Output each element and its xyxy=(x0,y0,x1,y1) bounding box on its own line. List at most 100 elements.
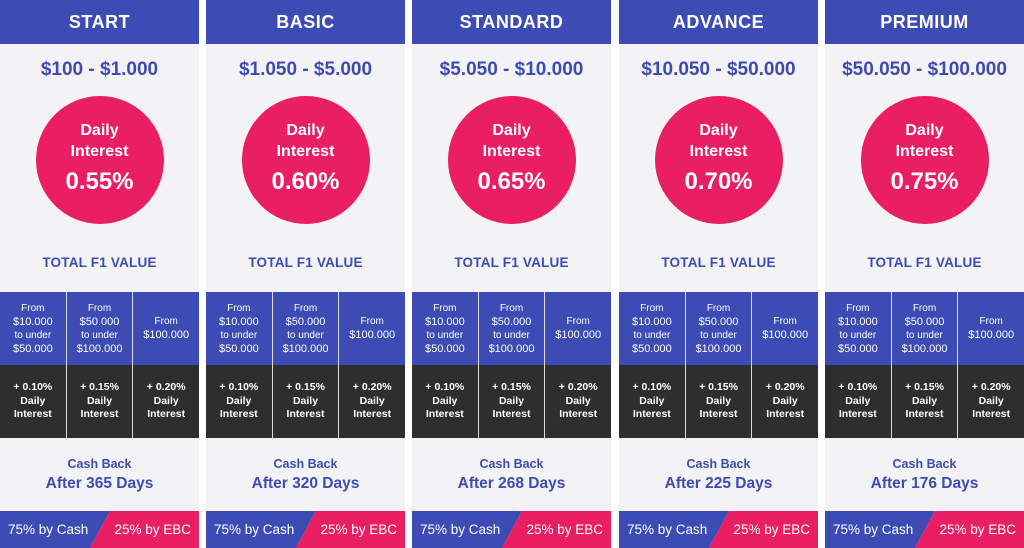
daily-label: Daily xyxy=(80,122,119,139)
tier-to-under-label: to under xyxy=(287,329,324,341)
bonus-daily-label: Daily xyxy=(639,394,665,407)
tier-to-under-label: to under xyxy=(839,329,877,341)
cash-back-period: After 365 Days xyxy=(45,475,154,492)
payout-split-bar: 75% by Cash 25% by EBC xyxy=(0,511,199,548)
f1-tier-cell: From $10.000 to under $50.000 xyxy=(412,292,478,365)
tier-amount-max: $100.000 xyxy=(488,342,535,355)
f1-bonus-cell: + 0.10% Daily Interest xyxy=(619,365,685,438)
bonus-rate: + 0.10% xyxy=(13,381,53,394)
tier-from-label: From xyxy=(87,302,112,314)
tier-amount-max: $50.000 xyxy=(218,342,259,355)
f1-bonus-cell: + 0.10% Daily Interest xyxy=(0,365,66,438)
cash-back-info: Cash Back After 365 Days xyxy=(0,438,199,513)
bonus-daily-label: Daily xyxy=(911,394,938,407)
f1-tier-cell: From $100.000 xyxy=(751,292,818,365)
f1-bonus-cell: + 0.20% Daily Interest xyxy=(132,365,199,438)
tier-from-label: From xyxy=(154,316,178,327)
interest-label: Interest xyxy=(895,143,954,160)
cash-split-label: 75% by Cash xyxy=(214,522,295,537)
payout-split-bar: 75% by Cash 25% by EBC xyxy=(825,511,1024,548)
bonus-interest-label: Interest xyxy=(219,408,258,421)
f1-bonus-cell: + 0.15% Daily Interest xyxy=(477,365,545,438)
bonus-rate: + 0.10% xyxy=(425,381,465,394)
f1-tier-row: From $10.000 to under $50.000 From $50.0… xyxy=(619,292,818,365)
tier-from-label: From xyxy=(227,302,251,314)
bonus-daily-label: Daily xyxy=(86,394,113,407)
plan-price-range: $5.050 - $10.000 xyxy=(439,59,584,80)
payout-split-bar: 75% by Cash 25% by EBC xyxy=(619,511,818,548)
daily-label: Daily xyxy=(286,122,325,139)
bonus-daily-label: Daily xyxy=(226,394,252,407)
tier-to-under-label: to under xyxy=(493,329,530,341)
payout-split-shape xyxy=(619,511,818,548)
bonus-rate: + 0.15% xyxy=(80,381,119,394)
plan-title: STANDARD xyxy=(412,0,611,44)
bonus-interest-label: Interest xyxy=(80,408,119,421)
daily-interest-badge: Daily Interest 0.65% xyxy=(447,96,576,224)
tier-to-under-label: to under xyxy=(633,329,671,341)
interest-label: Interest xyxy=(70,143,129,160)
f1-tier-cell: From $50.000 to under $100.000 xyxy=(271,292,339,365)
bonus-interest-label: Interest xyxy=(699,408,738,421)
cash-split-label: 75% by Cash xyxy=(8,522,89,537)
f1-tier-row: From $10.000 to under $50.000 From $50.0… xyxy=(206,292,405,365)
f1-bonus-cell: + 0.10% Daily Interest xyxy=(412,365,478,438)
f1-tier-row: From $10.000 to under $50.000 From $50.0… xyxy=(412,292,611,365)
tier-amount-min: $100.000 xyxy=(968,329,1015,341)
bonus-daily-label: Daily xyxy=(20,394,46,407)
plan-card-premium: PREMIUM $50.050 - $100.000 Daily Interes… xyxy=(825,0,1024,548)
plan-price-range: $10.050 - $50.000 xyxy=(641,59,796,80)
bonus-interest-label: Interest xyxy=(353,408,392,421)
bonus-rate: + 0.20% xyxy=(146,381,186,394)
tier-to-under-label: to under xyxy=(81,329,118,341)
cash-back-label: Cash Back xyxy=(686,457,751,471)
bonus-interest-label: Interest xyxy=(838,408,877,421)
f1-bonus-cell: + 0.10% Daily Interest xyxy=(825,365,891,438)
interest-label: Interest xyxy=(276,143,335,160)
total-f1-value-heading: TOTAL F1 VALUE xyxy=(867,254,982,270)
plan-title: PREMIUM xyxy=(825,0,1024,44)
f1-bonus-row: + 0.10% Daily Interest + 0.15% Daily Int… xyxy=(619,365,818,438)
ebc-split-label: 25% by EBC xyxy=(526,522,603,537)
bonus-daily-label: Daily xyxy=(292,394,319,407)
tier-from-label: From xyxy=(499,302,524,314)
f1-bonus-row: + 0.10% Daily Interest + 0.15% Daily Int… xyxy=(825,365,1024,438)
bonus-rate: + 0.20% xyxy=(765,381,805,394)
payout-split-shape xyxy=(825,511,1024,548)
plan-card-basic: BASIC $1.050 - $5.000 Daily Interest 0.6… xyxy=(206,0,405,548)
cash-back-info: Cash Back After 176 Days xyxy=(825,438,1024,513)
bonus-daily-label: Daily xyxy=(978,394,1004,407)
daily-label: Daily xyxy=(492,122,531,139)
f1-tier-cell: From $50.000 to under $100.000 xyxy=(477,292,545,365)
bonus-daily-label: Daily xyxy=(772,394,798,407)
interest-label: Interest xyxy=(482,143,541,160)
cash-back-label: Cash Back xyxy=(892,457,957,471)
tier-from-label: From xyxy=(360,316,384,327)
plan-price-range: $50.050 - $100.000 xyxy=(842,59,1007,80)
tier-amount-max: $50.000 xyxy=(424,342,465,355)
tier-amount-max: $100.000 xyxy=(695,342,742,355)
bonus-daily-label: Daily xyxy=(432,394,458,407)
f1-tier-cell: From $10.000 to under $50.000 xyxy=(619,292,685,365)
tier-amount-min: $10.000 xyxy=(12,315,53,328)
tier-amount-min: $50.000 xyxy=(491,315,532,328)
bonus-rate: + 0.15% xyxy=(492,381,531,394)
ebc-split-label: 25% by EBC xyxy=(939,522,1016,537)
cash-back-info: Cash Back After 225 Days xyxy=(619,438,818,513)
f1-bonus-cell: + 0.15% Daily Interest xyxy=(271,365,339,438)
bonus-interest-label: Interest xyxy=(972,408,1011,421)
f1-bonus-cell: + 0.20% Daily Interest xyxy=(544,365,611,438)
f1-tier-row: From $10.000 to under $50.000 From $50.0… xyxy=(825,292,1024,365)
tier-amount-min: $10.000 xyxy=(424,315,465,328)
daily-interest-badge: Daily Interest 0.70% xyxy=(654,96,783,224)
f1-bonus-row: + 0.10% Daily Interest + 0.15% Daily Int… xyxy=(206,365,405,438)
bonus-interest-label: Interest xyxy=(766,408,805,421)
bonus-rate: + 0.10% xyxy=(632,381,672,394)
bonus-interest-label: Interest xyxy=(559,408,598,421)
cash-split-label: 75% by Cash xyxy=(833,522,914,537)
tier-amount-min: $100.000 xyxy=(143,329,190,341)
tier-amount-max: $100.000 xyxy=(901,342,948,355)
tier-amount-max: $100.000 xyxy=(76,342,123,355)
tier-amount-min: $10.000 xyxy=(837,315,878,328)
